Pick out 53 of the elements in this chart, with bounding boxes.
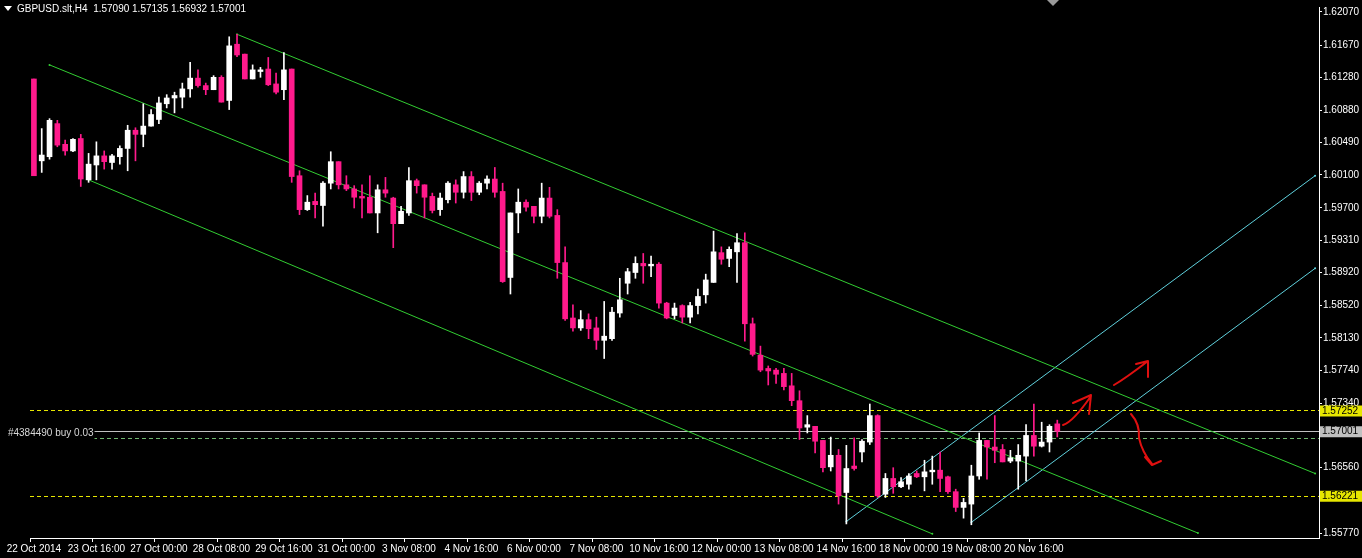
x-tick-label: 7 Nov 08:00 — [569, 542, 624, 554]
candlestick — [1038, 421, 1045, 448]
x-tick-label: 12 Nov 00:00 — [691, 542, 752, 554]
y-tick-label: 1.61280 — [1323, 71, 1360, 83]
x-tick-label: 13 Nov 08:00 — [754, 542, 815, 554]
y-tick-label: 1.56560 — [1323, 461, 1360, 473]
y-tick-label: 1.62070 — [1323, 5, 1360, 17]
x-tick-label: 18 Nov 00:00 — [879, 542, 940, 554]
candlestick — [312, 192, 318, 219]
y-tick-label: 1.60100 — [1323, 168, 1360, 180]
candlestick — [937, 451, 943, 493]
x-tick-label: 6 Nov 00:00 — [506, 542, 562, 554]
x-tick-label: 27 Oct 00:00 — [130, 542, 188, 554]
y-tick-label: 1.57740 — [1323, 363, 1360, 375]
y-tick-label: 1.58920 — [1323, 266, 1360, 278]
candlestick — [765, 365, 772, 386]
y-tick-label: 1.61670 — [1323, 38, 1360, 50]
candlestick — [804, 415, 811, 434]
candlestick — [929, 455, 936, 485]
candlestick — [648, 255, 654, 277]
candlestick — [38, 128, 45, 173]
x-tick-label: 20 Nov 16:00 — [1004, 542, 1065, 554]
candlestick — [601, 301, 608, 359]
x-tick-label: 29 Oct 16:00 — [255, 542, 313, 554]
ref-line-label: 1.57001 — [1322, 425, 1359, 437]
y-tick-label: 1.59310 — [1323, 233, 1360, 245]
candlestick — [1015, 444, 1022, 490]
candlestick — [734, 233, 740, 283]
x-tick-label: 22 Oct 2014 — [6, 542, 62, 554]
candlestick — [984, 440, 990, 480]
x-tick-label: 19 Nov 08:00 — [941, 542, 1002, 554]
x-tick-label: 28 Oct 08:00 — [192, 542, 251, 554]
y-tick-label: 1.59700 — [1323, 201, 1360, 213]
x-tick-label: 3 Nov 08:00 — [381, 542, 437, 554]
x-tick-label: 10 Nov 16:00 — [629, 542, 690, 554]
x-tick-label: 23 Oct 16:00 — [67, 542, 126, 554]
annotation: #4384490 buy 0.03 — [7, 426, 94, 438]
y-tick-label: 1.60490 — [1323, 136, 1360, 148]
y-tick-label: 1.58520 — [1323, 299, 1360, 311]
candlestick — [851, 437, 858, 471]
y-tick-label: 1.55770 — [1323, 526, 1360, 538]
y-tick-label: 1.60880 — [1323, 104, 1360, 116]
candlestick — [640, 253, 647, 284]
x-tick-label: 14 Nov 16:00 — [816, 542, 877, 554]
candlestick — [359, 184, 365, 219]
candlestick — [1031, 403, 1037, 457]
candlestick — [140, 103, 147, 148]
chart-title: GBPUSD.slt,H4 1.57090 1.57135 1.56932 1.57001 — [17, 2, 247, 14]
ref-line-label: 1.56221 — [1322, 489, 1359, 501]
y-tick-label: 1.58130 — [1323, 331, 1360, 343]
x-tick-label: 4 Nov 16:00 — [444, 542, 499, 554]
x-tick-label: 31 Oct 00:00 — [317, 542, 376, 554]
candlestick — [991, 415, 998, 464]
